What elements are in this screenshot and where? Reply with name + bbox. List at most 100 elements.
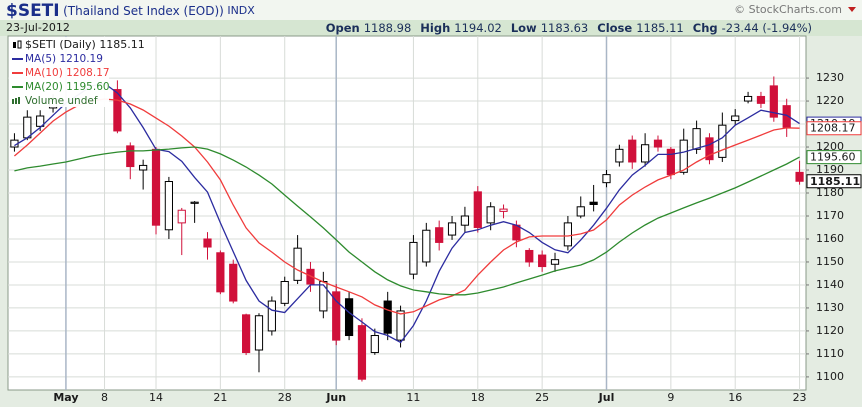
ma-line — [14, 82, 800, 344]
legend: $SETI (Daily) 1185.11 MA(5) 1210.19 MA(10)… — [9, 37, 145, 107]
candle-body — [563, 222, 572, 247]
legend-entry: MA(20) 1195.60 — [25, 81, 110, 93]
candle-body — [267, 300, 276, 332]
quote-label: Open — [326, 21, 360, 35]
legend-entry: $SETI (Daily) 1185.11 — [25, 38, 145, 51]
candle-body — [641, 144, 650, 163]
candle-body — [164, 181, 173, 231]
quote-value: 1194.02 — [454, 21, 502, 35]
last-value-box — [806, 121, 862, 136]
candle-body — [486, 206, 495, 224]
y-tick-label: 1180 — [816, 186, 844, 199]
y-tick-label: 1170 — [816, 209, 844, 222]
candle-body — [615, 148, 624, 163]
last-value-box — [806, 150, 862, 165]
x-tick-label: Jul — [598, 391, 615, 404]
y-tick-label: 1160 — [816, 232, 844, 245]
candle-body — [126, 145, 135, 168]
candle-body — [743, 95, 753, 102]
candle-body — [769, 85, 778, 118]
quote-value: 1183.63 — [541, 21, 589, 35]
candle-body — [653, 139, 663, 148]
ma-line — [14, 146, 800, 296]
y-tick-label: 1130 — [816, 301, 844, 314]
x-tick-label: 21 — [213, 391, 227, 404]
candle-body — [576, 206, 585, 217]
candle-body — [36, 115, 45, 127]
x-tick-label: May — [53, 391, 78, 404]
legend-label: MA(5) — [25, 53, 56, 65]
plot-area — [7, 35, 807, 391]
quote-value: 1185.11 — [636, 21, 684, 35]
candle-body — [512, 224, 521, 241]
quote-label: Low — [511, 21, 537, 35]
candle-body — [254, 315, 264, 351]
candle-body — [113, 89, 122, 132]
candle-body — [731, 115, 740, 122]
ma-line — [13, 98, 800, 315]
legend-value: 1185.11 — [99, 38, 145, 51]
x-tick-label: 8 — [101, 391, 108, 404]
candle-body — [422, 229, 431, 263]
candle-body — [525, 249, 534, 263]
quote-label: Close — [597, 21, 632, 35]
quote-line: Open 1188.98 High 1194.02 Low 1183.63 Close 118… — [326, 21, 812, 35]
candle-body — [23, 116, 32, 139]
candle-body — [370, 335, 379, 354]
legend-entry: MA(5) 1210.19 — [25, 53, 103, 65]
y-tick-label: 1190 — [816, 163, 844, 176]
legend-icon — [15, 98, 17, 104]
candle-body — [679, 139, 688, 173]
grid — [8, 36, 806, 390]
candle-body — [190, 201, 199, 204]
candle-body — [666, 148, 675, 176]
candle-body — [447, 222, 457, 236]
header-title: $SETI (Thailand Set Index (EOD)) INDX — [6, 1, 255, 21]
x-tick-label: 16 — [728, 391, 742, 404]
chart-subtitle: (Thailand Set Index (EOD)) — [63, 4, 224, 18]
candle-body — [538, 254, 547, 268]
last-value-label: 1208.17 — [810, 122, 856, 135]
y-tick-label: 1140 — [816, 278, 844, 291]
legend-value: 1208.17 — [66, 67, 109, 79]
candle-body — [216, 252, 225, 293]
candle-body — [139, 164, 148, 171]
x-tick-label: 18 — [471, 391, 485, 404]
quote-value: -23.44 (-1.94%) — [722, 21, 812, 35]
candle-body — [151, 148, 161, 226]
last-value-label: 1185.11 — [810, 175, 860, 188]
candle-body — [280, 281, 289, 304]
x-tick-label: 11 — [406, 391, 420, 404]
marks — [10, 76, 804, 382]
candle-body — [177, 209, 186, 224]
last-value-label: 1195.60 — [810, 151, 856, 164]
x-tick-label: Jun — [325, 391, 346, 404]
y-tick-label: 1150 — [816, 255, 844, 268]
candle-body — [692, 128, 701, 150]
candle-body — [550, 259, 560, 265]
x-tick-label: 28 — [278, 391, 292, 404]
legend-label: MA(20) — [25, 81, 63, 93]
candle-body — [409, 241, 418, 275]
candle-body — [435, 227, 444, 243]
source: © StockCharts.com — [734, 3, 842, 16]
y-tick-label: 1220 — [816, 94, 844, 107]
quote-label: High — [420, 21, 450, 35]
legend-value: 1210.19 — [59, 53, 102, 65]
candle-body — [460, 215, 470, 226]
date: 23-Jul-2012 — [6, 21, 70, 34]
last-value-box — [806, 174, 862, 189]
legend-entry: MA(10) 1208.17 — [25, 67, 110, 79]
x-tick-label: 25 — [535, 391, 549, 404]
candle-body — [396, 310, 405, 341]
menu-arrow[interactable] — [848, 7, 856, 12]
header-band — [0, 0, 862, 20]
quote-value: 1188.98 — [364, 21, 412, 35]
legend-value: 1195.60 — [66, 81, 109, 93]
y-tick-label: 1120 — [816, 324, 844, 337]
candle-body — [499, 208, 508, 212]
candle-body — [705, 137, 714, 161]
candle-body — [357, 325, 367, 380]
x-tick-label: 14 — [149, 391, 163, 404]
y-tick-label: 1200 — [816, 140, 844, 153]
